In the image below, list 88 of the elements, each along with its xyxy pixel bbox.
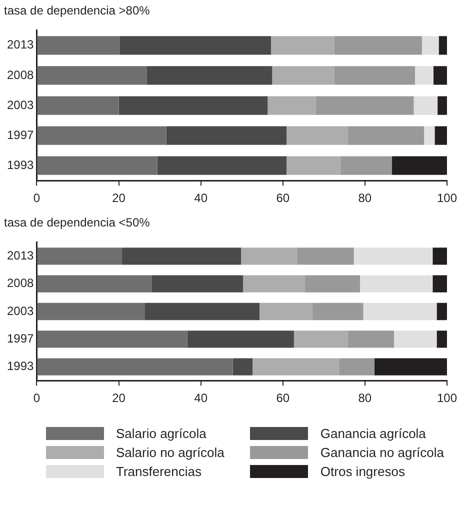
bar [296, 248, 354, 265]
x-tick-label: 100 [436, 191, 458, 206]
x-tick-label: 80 [358, 191, 372, 206]
bar [432, 275, 447, 292]
bar [157, 156, 287, 175]
x-tick-label: 40 [194, 391, 208, 406]
bar [438, 36, 447, 55]
bar [252, 358, 340, 376]
bar [433, 66, 447, 85]
bar [305, 275, 360, 292]
legend-label: Otros ingresos [320, 464, 405, 479]
bar [334, 66, 415, 85]
bar [152, 275, 244, 292]
x-tick-label: 80 [358, 391, 372, 406]
bar [243, 275, 306, 292]
bar [374, 358, 447, 376]
x-tick-label: 60 [276, 191, 290, 206]
y-tick-label: 1997 [6, 128, 34, 142]
bar [286, 126, 348, 145]
bar [37, 36, 120, 55]
bar [363, 302, 437, 320]
bar [37, 96, 119, 115]
bar [438, 96, 447, 115]
legend-label: Salario no agrícola [116, 445, 224, 460]
bar [166, 126, 287, 145]
bar [348, 330, 394, 348]
bar [37, 302, 145, 320]
bar [414, 66, 434, 85]
y-tick-label: 1993 [6, 359, 34, 374]
legend-label: Transferencias [116, 464, 202, 479]
bar [272, 66, 334, 85]
bar [392, 156, 447, 175]
bar [334, 36, 422, 55]
bar [360, 275, 433, 292]
bar [232, 358, 253, 376]
bar [286, 156, 340, 175]
bar [414, 96, 438, 115]
bar [348, 126, 424, 145]
y-tick-label: 2013 [6, 248, 34, 263]
bar [434, 126, 447, 145]
legend-label: Salario agrícola [116, 426, 206, 441]
bar [241, 248, 297, 265]
bar [37, 358, 233, 376]
legend-label: Ganancia no agrícola [320, 445, 444, 460]
x-tick-label: 40 [194, 191, 208, 206]
x-tick-label: 20 [112, 191, 126, 206]
bar [146, 66, 272, 85]
bar [394, 330, 437, 348]
chart-title: tasa de dependencia <50% [4, 216, 150, 230]
x-tick-label: 0 [33, 391, 40, 406]
bar [144, 302, 260, 320]
bar [37, 248, 122, 265]
bar [422, 36, 439, 55]
y-tick-label: 1993 [6, 158, 34, 172]
bar [37, 126, 166, 145]
legend-label: Ganancia agrícola [320, 426, 426, 441]
y-tick-label: 1997 [6, 331, 34, 346]
x-tick-label: 60 [276, 391, 290, 406]
bar [120, 36, 271, 55]
bar [316, 96, 414, 115]
bar [37, 330, 188, 348]
bar [436, 330, 447, 348]
bar [37, 156, 158, 175]
bar [432, 248, 447, 265]
bar [270, 36, 334, 55]
x-tick-label: 20 [112, 391, 126, 406]
chart-title: tasa de dependencia >80% [4, 4, 150, 18]
bar [294, 330, 348, 348]
bar [354, 248, 433, 265]
bar [424, 126, 435, 145]
x-tick-label: 0 [33, 191, 40, 206]
bar [37, 66, 147, 85]
y-tick-label: 2003 [6, 98, 34, 112]
y-tick-label: 2008 [6, 276, 34, 290]
bar [118, 96, 268, 115]
bar [268, 96, 316, 115]
y-tick-label: 2003 [6, 304, 34, 318]
bar [259, 302, 312, 320]
bar [436, 302, 447, 320]
bar [340, 156, 392, 175]
bar [312, 302, 364, 320]
y-tick-label: 2008 [6, 68, 34, 82]
bar [37, 275, 152, 292]
x-tick-label: 100 [436, 391, 458, 406]
bar [122, 248, 242, 265]
bar [187, 330, 294, 348]
y-tick-label: 2013 [6, 38, 34, 52]
bar [339, 358, 374, 376]
